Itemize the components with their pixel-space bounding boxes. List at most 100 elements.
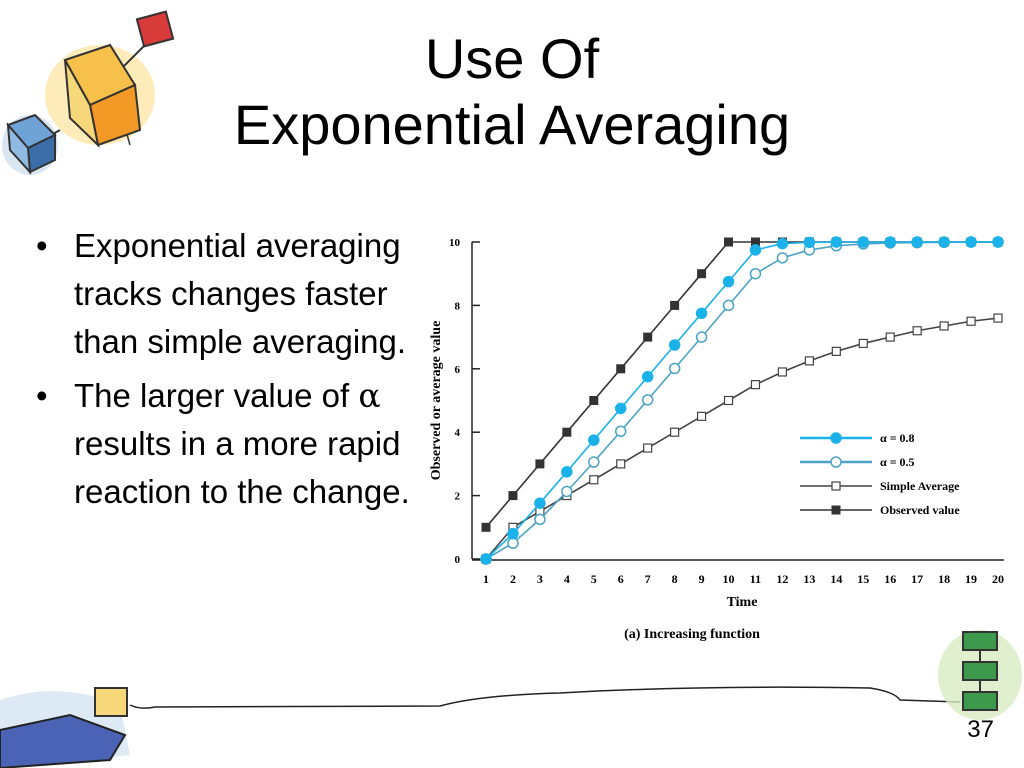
legend-marker-0-5 xyxy=(830,456,842,468)
data-point-observed-value xyxy=(670,300,680,310)
page-number: 37 xyxy=(967,716,994,743)
data-point-0-5 xyxy=(641,394,654,406)
data-point-0-8 xyxy=(480,553,492,565)
x-tick-label: 11 xyxy=(750,572,761,586)
data-point-0-5 xyxy=(749,267,762,280)
data-point-0-8 xyxy=(965,236,977,248)
data-point-0-5 xyxy=(507,537,519,549)
series-line-simple-average xyxy=(485,317,999,560)
x-tick-label: 18 xyxy=(938,572,950,586)
legend-marker-0-8 xyxy=(830,432,842,444)
data-point-simple-average xyxy=(777,367,788,377)
x-tick-label: 19 xyxy=(965,572,977,586)
bullet-list: • Exponential averaging tracks changes f… xyxy=(32,222,432,522)
data-point-simple-average xyxy=(993,313,1003,323)
bullet-marker: • xyxy=(36,227,48,264)
hand-clipart-icon xyxy=(0,686,961,768)
data-point-simple-average xyxy=(912,326,922,336)
x-tick-label: 4 xyxy=(564,572,570,586)
data-point-0-5 xyxy=(614,425,627,437)
data-point-simple-average xyxy=(670,427,680,437)
data-point-simple-average xyxy=(966,316,976,326)
bullet-marker: • xyxy=(36,377,48,414)
data-point-0-8 xyxy=(507,527,519,540)
data-point-simple-average xyxy=(804,356,814,366)
x-axis-label: Time xyxy=(727,595,758,610)
data-point-0-8 xyxy=(830,236,843,248)
data-point-observed-value xyxy=(697,269,707,279)
data-point-0-8 xyxy=(641,370,654,383)
data-point-0-8 xyxy=(534,497,546,509)
y-axis-label: Observed or average value xyxy=(429,321,444,481)
x-tick-label: 12 xyxy=(776,572,788,586)
data-point-0-8 xyxy=(911,236,923,248)
y-tick-label: 6 xyxy=(455,364,461,376)
data-point-0-5 xyxy=(722,299,735,312)
title-line-1: Use Of xyxy=(424,27,600,90)
title-line-2: Exponential Averaging xyxy=(233,93,791,156)
stack-clipart-icon xyxy=(938,630,1022,720)
data-point-observed-value xyxy=(724,237,734,247)
data-point-simple-average xyxy=(589,475,599,485)
data-point-simple-average xyxy=(643,443,653,453)
data-point-0-8 xyxy=(884,236,896,248)
data-point-0-8 xyxy=(992,236,1004,248)
data-point-simple-average xyxy=(831,346,841,356)
x-tick-label: 5 xyxy=(591,572,597,586)
legend-label-simple-average: Simple Average xyxy=(880,479,960,493)
data-point-simple-average xyxy=(723,395,734,406)
data-point-0-5 xyxy=(776,252,789,264)
legend-label-0-5: α = 0.5 xyxy=(880,455,915,469)
data-point-observed-value xyxy=(535,459,545,469)
data-point-0-8 xyxy=(857,236,870,248)
data-point-0-8 xyxy=(668,339,681,351)
bullet-item: • The larger value of α results in a mor… xyxy=(32,372,432,516)
y-tick-label: 8 xyxy=(455,300,461,312)
data-point-0-5 xyxy=(561,485,573,498)
data-point-0-8 xyxy=(588,434,600,446)
data-point-observed-value xyxy=(481,522,491,532)
data-point-simple-average xyxy=(750,380,761,390)
x-tick-label: 17 xyxy=(911,572,923,586)
x-tick-label: 16 xyxy=(884,572,896,586)
data-point-observed-value xyxy=(589,396,599,405)
legend-label-observed-value: Observed value xyxy=(880,503,960,517)
data-point-observed-value xyxy=(562,427,572,437)
data-point-0-8 xyxy=(722,275,735,288)
x-tick-label: 15 xyxy=(857,572,869,586)
x-tick-label: 2 xyxy=(510,572,516,586)
data-point-0-5 xyxy=(534,513,546,526)
legend-marker-simple-average xyxy=(831,481,841,491)
chart-caption: (a) Increasing function xyxy=(624,627,760,642)
y-tick-label: 2 xyxy=(455,491,461,503)
bullet-2-pre: The larger value of xyxy=(74,377,350,414)
data-point-0-5 xyxy=(668,362,681,375)
data-point-observed-value xyxy=(643,332,653,342)
data-point-observed-value xyxy=(508,491,518,501)
data-point-0-8 xyxy=(938,236,950,248)
x-tick-label: 6 xyxy=(618,572,624,586)
legend-marker-observed-value xyxy=(831,505,841,515)
x-tick-label: 14 xyxy=(830,572,842,586)
x-tick-label: 20 xyxy=(992,572,1004,586)
bullet-item: • Exponential averaging tracks changes f… xyxy=(32,222,432,366)
bullet-2-post: results in a more rapid reaction to the … xyxy=(74,425,410,510)
data-point-0-8 xyxy=(803,236,816,249)
legend-label-0-8: α = 0.8 xyxy=(880,431,915,445)
x-tick-label: 9 xyxy=(699,572,705,586)
x-tick-label: 7 xyxy=(645,572,651,586)
data-point-simple-average xyxy=(616,459,626,469)
data-point-0-5 xyxy=(588,456,600,468)
data-point-0-5 xyxy=(695,331,708,343)
data-point-simple-average xyxy=(939,321,949,331)
x-tick-label: 10 xyxy=(723,572,735,586)
x-tick-label: 1 xyxy=(483,572,489,586)
y-tick-label: 4 xyxy=(455,427,461,439)
data-point-0-8 xyxy=(614,402,627,415)
x-tick-label: 3 xyxy=(537,572,543,586)
data-point-simple-average xyxy=(858,338,868,349)
data-point-simple-average xyxy=(885,332,895,342)
x-tick-label: 13 xyxy=(803,572,815,586)
y-tick-label: 0 xyxy=(455,554,461,566)
